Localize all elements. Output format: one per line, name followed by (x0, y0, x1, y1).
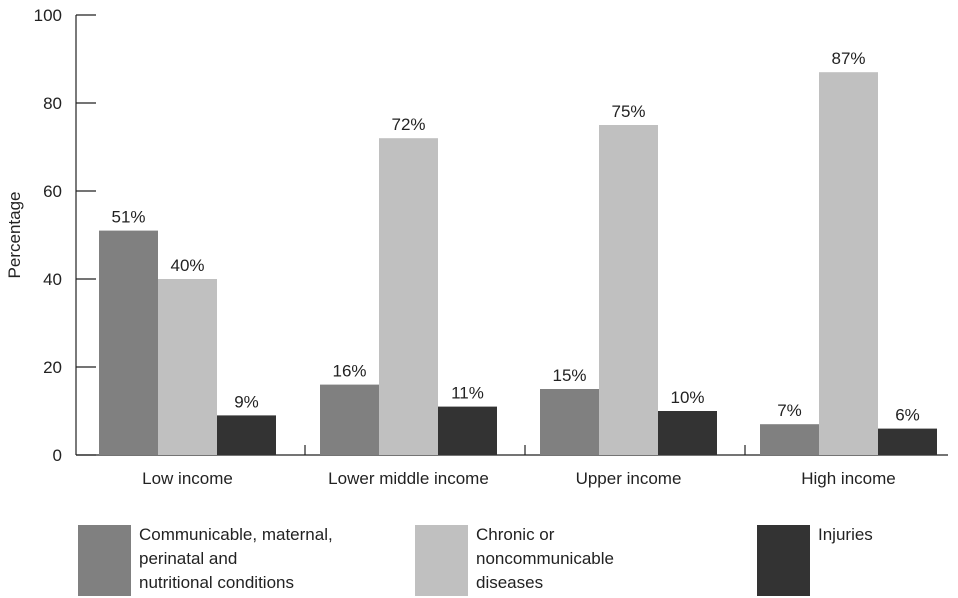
legend-item-chronic: Chronic or noncommunicable diseases (415, 525, 614, 596)
data-label-injuries: 6% (895, 406, 920, 425)
data-label-chronic: 40% (170, 256, 204, 275)
data-label-injuries: 11% (451, 384, 484, 403)
y-tick-label: 40 (43, 270, 62, 289)
legend-label-injuries: Injuries (818, 525, 873, 544)
legend-label-chronic: Chronic or noncommunicable diseases (476, 525, 614, 592)
chart-legend: Communicable, maternal, perinatal and nu… (0, 525, 958, 598)
legend-item-injuries: Injuries (757, 525, 873, 596)
y-tick-label: 20 (43, 358, 62, 377)
legend-label-communicable: Communicable, maternal, perinatal and nu… (139, 525, 333, 592)
legend-swatch-chronic (415, 525, 468, 596)
bar-chart: 0 20 40 60 80 100 Percentage 51% 40% 9% Low incom… (5, 6, 948, 488)
data-label-communicable: 16% (332, 362, 366, 381)
bar-communicable (99, 230, 158, 455)
bar-injuries (658, 411, 717, 455)
data-label-chronic: 87% (831, 49, 865, 68)
legend-swatch-injuries (757, 525, 810, 596)
bar-chronic (379, 138, 438, 455)
data-label-communicable: 15% (552, 366, 586, 385)
y-axis-label: Percentage (5, 192, 24, 279)
bar-chronic (158, 279, 217, 455)
y-tick-label: 60 (43, 182, 62, 201)
legend-item-communicable: Communicable, maternal, perinatal and nu… (78, 525, 333, 596)
chart-labels: 51% 40% 9% Low income 16% 72% 11% Lower middle … (111, 49, 919, 488)
data-label-injuries: 9% (234, 392, 259, 411)
y-tick-label: 0 (53, 446, 62, 465)
bar-communicable (540, 389, 599, 455)
x-category-label: Lower middle income (328, 469, 489, 488)
x-category-label: Upper income (576, 469, 682, 488)
bar-chronic (599, 125, 658, 455)
bar-injuries (438, 406, 497, 455)
x-category-label: High income (801, 469, 896, 488)
data-label-communicable: 51% (111, 208, 145, 227)
bar-communicable (760, 424, 819, 455)
data-label-chronic: 75% (611, 102, 645, 121)
data-label-injuries: 10% (670, 388, 704, 407)
y-tick-label: 80 (43, 94, 62, 113)
legend-swatch-communicable (78, 525, 131, 596)
x-category-label: Low income (142, 469, 233, 488)
data-label-chronic: 72% (391, 115, 425, 134)
chart-bars (99, 72, 937, 455)
y-tick-label: 100 (34, 6, 62, 25)
bar-injuries (217, 415, 276, 455)
bar-injuries (878, 428, 937, 455)
data-label-communicable: 7% (777, 401, 802, 420)
bar-chronic (819, 72, 878, 455)
bar-communicable (320, 384, 379, 455)
